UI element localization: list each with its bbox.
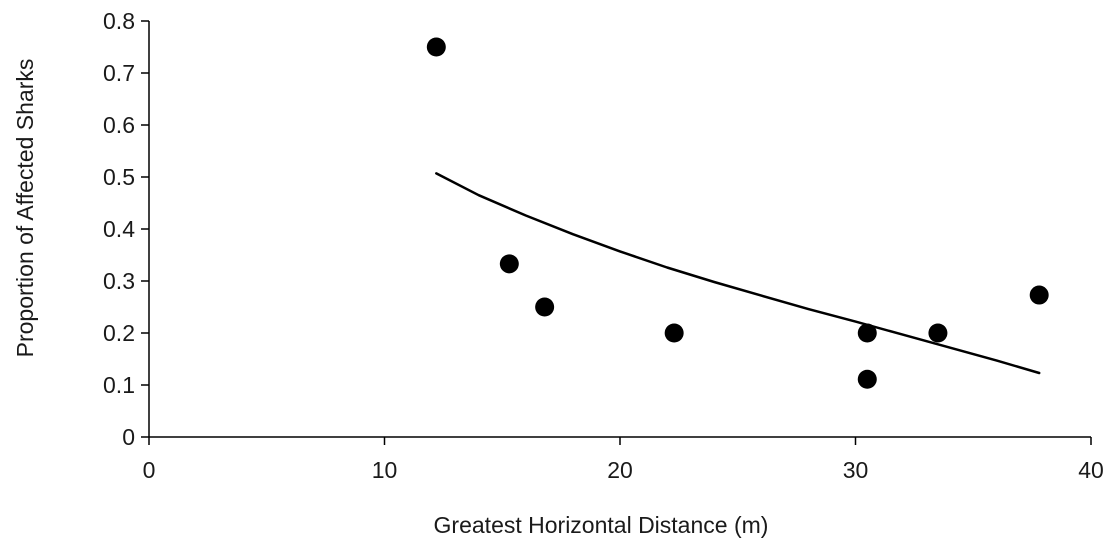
y-tick-label: 0.5: [103, 164, 135, 190]
x-axis-title: Greatest Horizontal Distance (m): [434, 512, 769, 538]
y-tick-label: 0: [122, 424, 135, 450]
y-tick-labels: 0 0.1 0.2 0.3 0.4 0.5 0.6 0.7 0.8: [103, 8, 135, 450]
data-point: [1029, 285, 1049, 305]
data-point: [426, 37, 446, 57]
y-tick-label: 0.2: [103, 320, 135, 346]
y-tick-label: 0.1: [103, 372, 135, 398]
y-tick-label: 0.4: [103, 216, 135, 242]
data-point: [499, 254, 519, 274]
x-tick-label: 40: [1078, 457, 1104, 483]
fitted-curve: [435, 172, 1041, 375]
data-point: [857, 323, 877, 343]
y-tick-label: 0.8: [103, 8, 135, 34]
y-tick-label: 0.3: [103, 268, 135, 294]
x-tick-label: 0: [143, 457, 156, 483]
fit-layer: [435, 172, 1041, 375]
data-point: [928, 323, 948, 343]
data-point: [857, 369, 877, 389]
points-layer: [426, 37, 1049, 389]
data-point: [535, 297, 555, 317]
y-tick-label: 0.6: [103, 112, 135, 138]
x-tick-label: 30: [843, 457, 869, 483]
data-point: [664, 323, 684, 343]
y-axis-title: Proportion of Affected Sharks: [12, 59, 38, 358]
x-tick-label: 10: [372, 457, 398, 483]
x-tick-label: 20: [607, 457, 633, 483]
x-tick-labels: 0 10 20 30 40: [143, 457, 1104, 483]
axes: [141, 20, 1092, 445]
y-tick-label: 0.7: [103, 60, 135, 86]
